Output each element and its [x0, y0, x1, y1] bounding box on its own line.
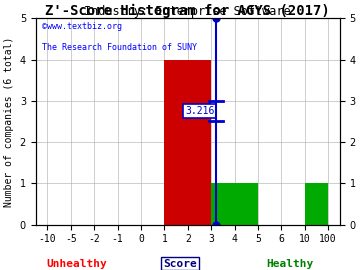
- Text: Score: Score: [163, 259, 197, 269]
- Bar: [305, 183, 328, 225]
- Text: The Research Foundation of SUNY: The Research Foundation of SUNY: [42, 43, 197, 52]
- Bar: [165, 60, 211, 225]
- Text: Healthy: Healthy: [266, 259, 313, 269]
- Bar: [211, 183, 258, 225]
- Title: Z'-Score Histogram for AGYS (2017): Z'-Score Histogram for AGYS (2017): [45, 4, 330, 18]
- Y-axis label: Number of companies (6 total): Number of companies (6 total): [4, 36, 14, 207]
- Text: Industry: Enterprise Software: Industry: Enterprise Software: [85, 5, 291, 18]
- Text: Unhealthy: Unhealthy: [47, 259, 108, 269]
- Text: ©www.textbiz.org: ©www.textbiz.org: [42, 22, 122, 31]
- Text: 3.216: 3.216: [185, 106, 214, 116]
